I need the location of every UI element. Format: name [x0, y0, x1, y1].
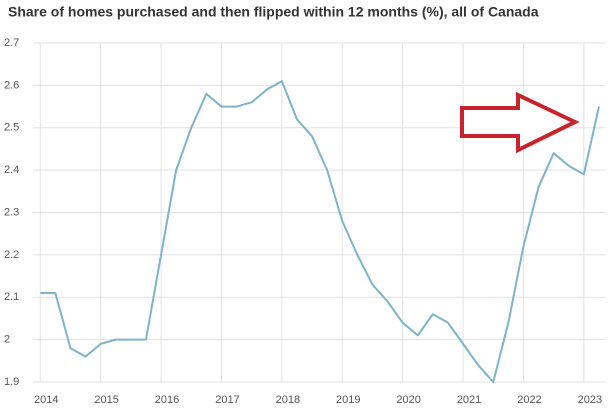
y-tick-label: 2.6: [4, 79, 19, 91]
data-line: [40, 80, 600, 383]
x-tick-label: 2021: [457, 394, 481, 406]
x-tick-label: 2018: [276, 394, 300, 406]
y-tick-label: 2.1: [4, 291, 19, 303]
tick-labels: 1.9 2 2.1 2.2 2.3 2.4 2.5 2.6 2.7 2014 2015 2016 201…: [4, 37, 602, 406]
y-tick-label: 1.9: [4, 376, 19, 388]
y-tick-label: 2.3: [4, 206, 19, 218]
x-tick-label: 2023: [578, 394, 602, 406]
x-tick-label: 2015: [94, 394, 118, 406]
x-tick-label: 2016: [155, 394, 179, 406]
y-tick-label: 2: [4, 334, 10, 346]
x-tick-label: 2022: [517, 394, 541, 406]
grid: [33, 42, 605, 383]
plot: [40, 80, 600, 383]
x-tick-label: 2017: [215, 394, 239, 406]
y-tick-label: 2.7: [4, 37, 19, 49]
arrow-annotation: [460, 91, 580, 154]
y-tick-label: 2.2: [4, 249, 19, 261]
y-tick-label: 2.5: [4, 122, 19, 134]
chart-title: Share of homes purchased and then flippe…: [8, 4, 539, 20]
x-tick-label: 2020: [396, 394, 420, 406]
y-tick-label: 2.4: [4, 164, 19, 176]
x-tick-label: 2014: [34, 394, 58, 406]
x-tick-label: 2019: [336, 394, 360, 406]
